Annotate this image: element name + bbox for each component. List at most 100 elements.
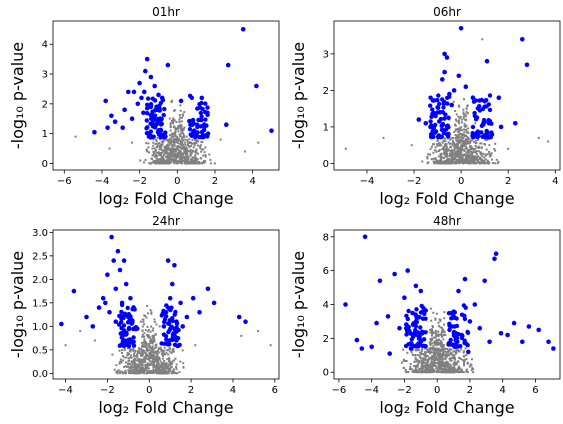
background-point bbox=[487, 153, 489, 155]
background-point bbox=[451, 160, 453, 162]
nonsignificant-point bbox=[244, 151, 246, 153]
background-point bbox=[421, 348, 423, 350]
significant-point bbox=[114, 319, 119, 324]
x-tick-label: 2 bbox=[212, 176, 218, 187]
background-point bbox=[128, 360, 130, 362]
background-point bbox=[453, 131, 455, 133]
background-point bbox=[439, 360, 441, 362]
background-point bbox=[130, 365, 132, 367]
background-point bbox=[176, 372, 178, 374]
nonsignificant-point bbox=[463, 111, 465, 113]
background-point bbox=[442, 162, 444, 164]
background-point bbox=[147, 362, 149, 364]
background-point bbox=[459, 156, 461, 158]
background-point bbox=[144, 345, 146, 347]
background-point bbox=[403, 367, 405, 369]
background-point bbox=[459, 160, 461, 162]
background-point bbox=[463, 129, 465, 131]
background-point bbox=[476, 159, 478, 161]
significant-point bbox=[449, 103, 454, 108]
background-point bbox=[428, 349, 430, 351]
significant-point bbox=[188, 94, 192, 98]
background-point bbox=[427, 369, 429, 371]
background-point bbox=[171, 153, 173, 155]
background-point bbox=[468, 143, 470, 145]
background-point bbox=[466, 154, 468, 156]
background-point bbox=[179, 147, 181, 149]
points-layer bbox=[343, 235, 556, 374]
background-point bbox=[448, 371, 450, 373]
significant-point bbox=[487, 340, 492, 345]
significant-point bbox=[134, 325, 138, 329]
background-point bbox=[155, 353, 157, 355]
background-point bbox=[419, 355, 421, 357]
background-point bbox=[204, 147, 206, 149]
background-point bbox=[168, 360, 170, 362]
significant-point bbox=[436, 106, 440, 110]
background-point bbox=[144, 338, 146, 340]
background-point bbox=[175, 135, 177, 137]
background-point bbox=[144, 341, 146, 343]
significant-point bbox=[464, 84, 469, 89]
significant-point bbox=[457, 74, 462, 79]
background-point bbox=[153, 362, 155, 364]
background-point bbox=[466, 371, 468, 373]
nonsignificant-point bbox=[257, 330, 259, 332]
background-point bbox=[458, 119, 460, 121]
background-point bbox=[465, 354, 467, 356]
significant-point bbox=[199, 101, 203, 105]
background-point bbox=[461, 121, 463, 123]
background-point bbox=[172, 350, 174, 352]
nonsignificant-point bbox=[94, 340, 96, 342]
background-point bbox=[444, 138, 446, 140]
background-point bbox=[492, 162, 494, 164]
significant-point bbox=[163, 317, 167, 321]
significant-point bbox=[142, 90, 147, 95]
background-point bbox=[466, 369, 468, 371]
significant-point bbox=[164, 334, 168, 338]
background-point bbox=[430, 348, 432, 350]
background-point bbox=[128, 353, 130, 355]
significant-point bbox=[387, 351, 392, 356]
significant-point bbox=[162, 113, 166, 117]
background-point bbox=[134, 350, 136, 352]
background-point bbox=[447, 365, 449, 367]
background-point bbox=[179, 114, 181, 116]
significant-point bbox=[137, 81, 142, 86]
significant-point bbox=[413, 332, 417, 336]
background-point bbox=[121, 349, 123, 351]
significant-point bbox=[117, 322, 121, 326]
background-point bbox=[439, 162, 441, 164]
significant-point bbox=[440, 97, 444, 101]
significant-point bbox=[413, 328, 417, 332]
significant-point bbox=[124, 282, 129, 287]
nonsignificant-point bbox=[180, 130, 182, 132]
significant-point bbox=[434, 129, 438, 133]
background-point bbox=[179, 158, 181, 160]
background-point bbox=[114, 369, 116, 371]
background-point bbox=[463, 145, 465, 147]
background-point bbox=[116, 371, 118, 373]
background-point bbox=[131, 360, 133, 362]
background-point bbox=[483, 143, 485, 145]
significant-point bbox=[105, 125, 110, 130]
significant-point bbox=[59, 322, 64, 327]
x-tick-label: 4 bbox=[230, 385, 236, 396]
background-point bbox=[169, 348, 171, 350]
background-point bbox=[445, 145, 447, 147]
background-point bbox=[148, 162, 150, 164]
background-point bbox=[427, 153, 429, 155]
significant-point bbox=[178, 301, 183, 306]
significant-point bbox=[212, 301, 217, 306]
background-point bbox=[439, 145, 441, 147]
background-point bbox=[173, 126, 175, 128]
background-point bbox=[459, 133, 461, 135]
background-point bbox=[141, 355, 143, 357]
background-point bbox=[145, 364, 147, 366]
significant-point bbox=[136, 102, 141, 107]
significant-point bbox=[435, 98, 439, 102]
background-point bbox=[463, 360, 465, 362]
background-point bbox=[153, 153, 155, 155]
background-point bbox=[148, 371, 150, 373]
background-point bbox=[465, 152, 467, 154]
